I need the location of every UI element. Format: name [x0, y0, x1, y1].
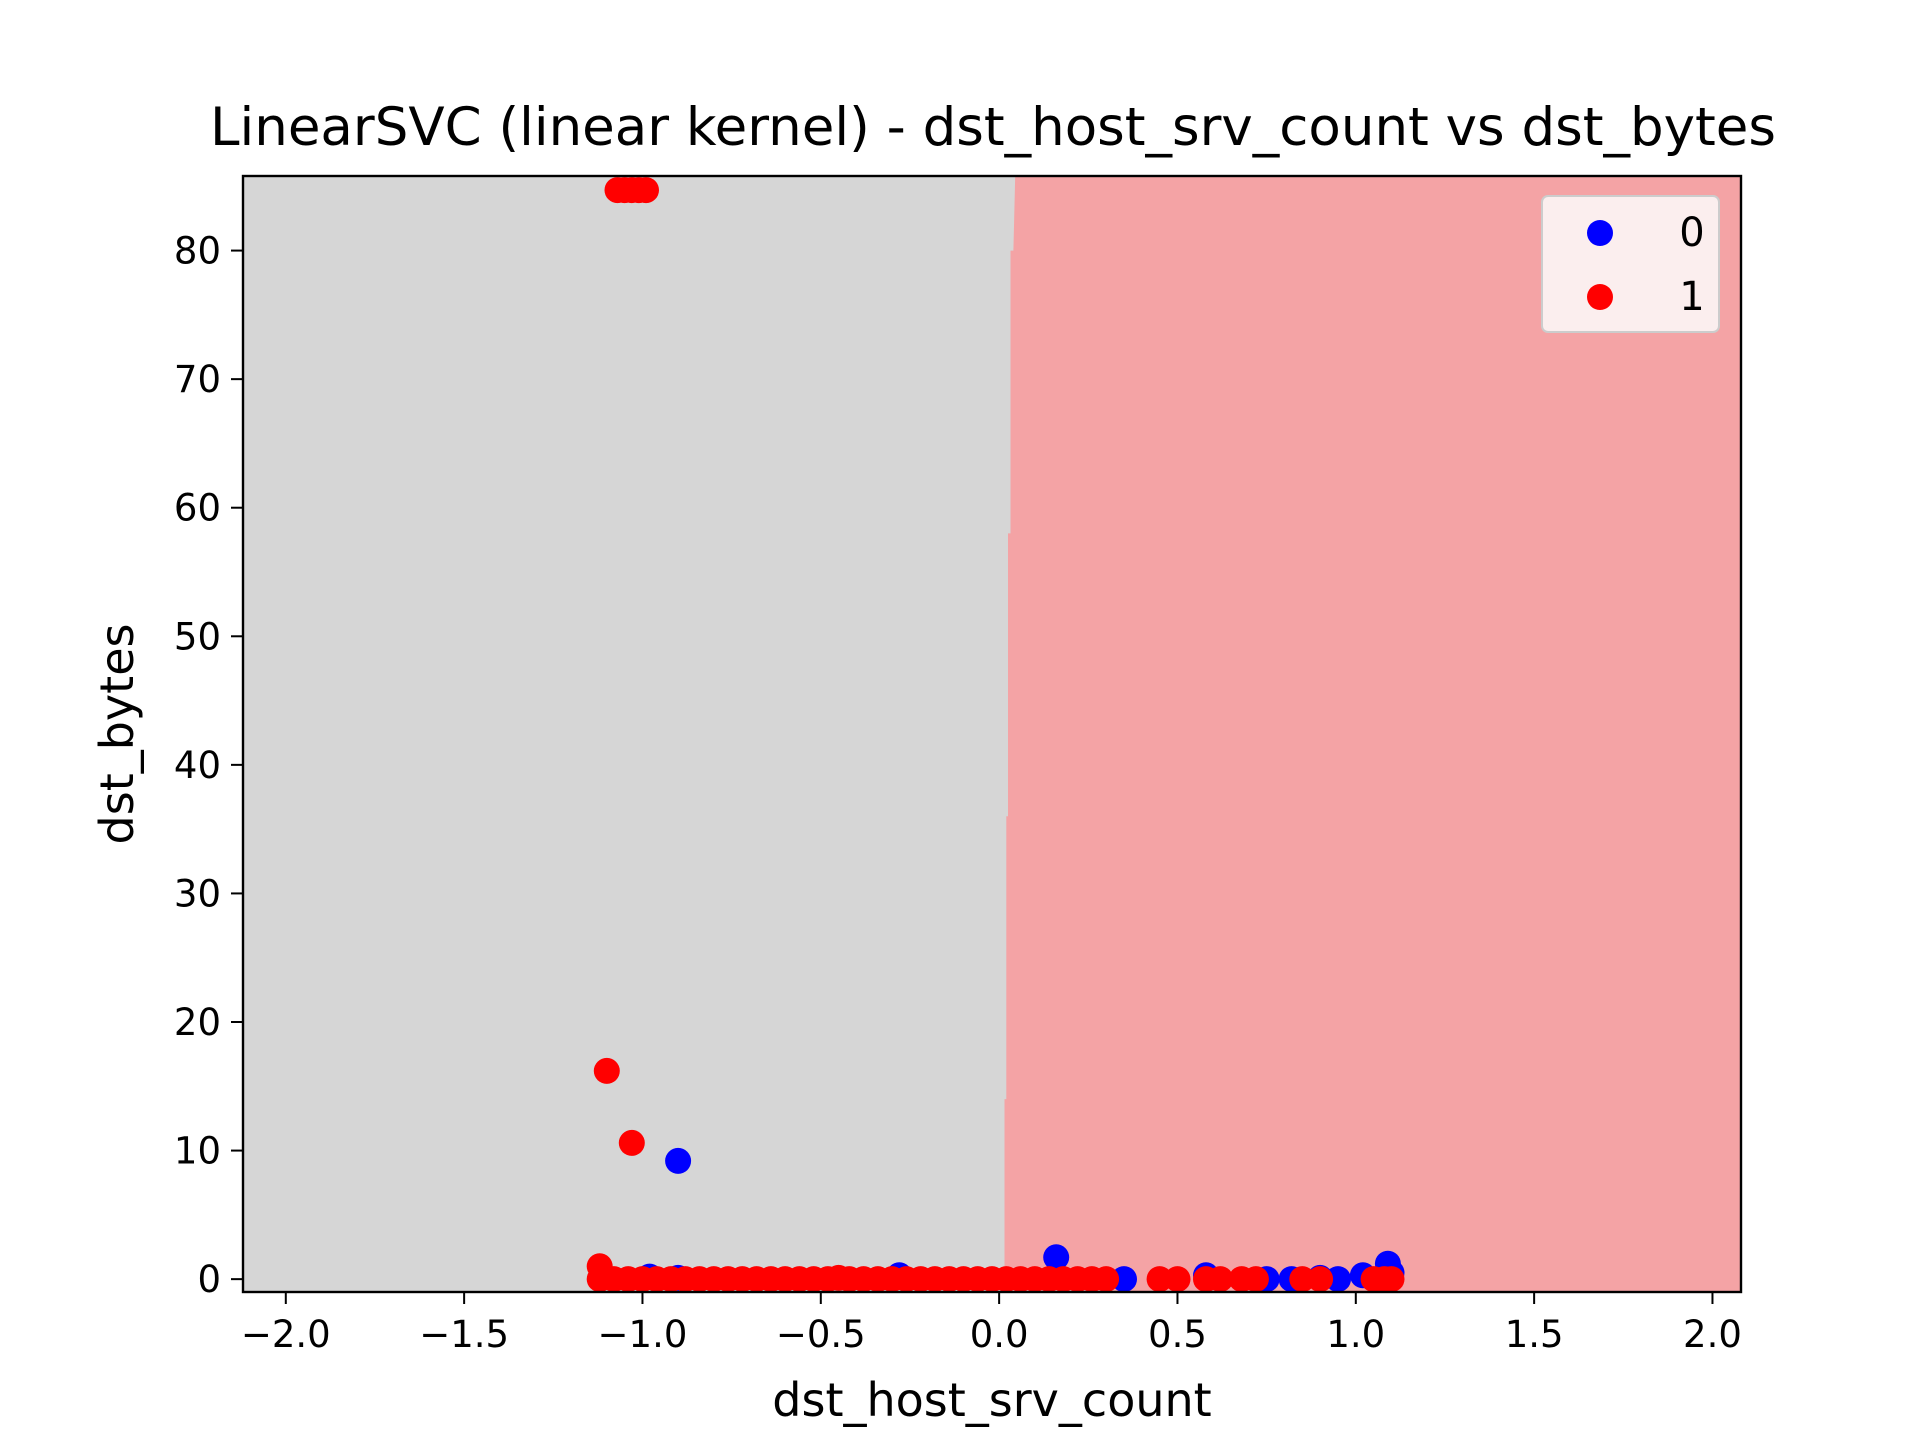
y-tick-label: 60	[174, 487, 221, 530]
y-tick-label: 20	[174, 1001, 221, 1044]
y-tick-label: 0	[197, 1258, 221, 1301]
x-tick-label: −2.0	[241, 1313, 331, 1356]
y-axis: 0 10 20 30 40 50 60 70 80	[174, 230, 243, 1301]
y-tick-label: 10	[174, 1130, 221, 1173]
legend-label-1: 1	[1679, 274, 1704, 320]
x-tick-label: 0.5	[1148, 1313, 1207, 1356]
point-class-1	[1164, 1266, 1191, 1292]
legend-box	[1541, 195, 1720, 333]
point-class-1	[1289, 1266, 1316, 1292]
point-class-1	[1146, 1266, 1173, 1292]
y-tick-label: 70	[174, 358, 221, 401]
y-axis-label: dst_bytes	[90, 624, 144, 845]
legend-marker-0	[1587, 220, 1613, 246]
x-tick-label: −1.0	[598, 1313, 688, 1356]
chart-title: LinearSVC (linear kernel) - dst_host_srv…	[210, 97, 1776, 158]
point-class-1	[1207, 1266, 1234, 1292]
x-tick-label: −0.5	[776, 1313, 866, 1356]
point-class-0	[1111, 1266, 1137, 1292]
x-tick-label: 1.5	[1505, 1313, 1564, 1356]
x-axis-label: dst_host_srv_count	[772, 1373, 1211, 1427]
x-tick-label: 0.0	[970, 1313, 1029, 1356]
point-class-1	[618, 1129, 645, 1156]
point-class-1	[1307, 1266, 1334, 1292]
y-tick-label: 30	[174, 872, 221, 915]
y-tick-label: 50	[174, 615, 221, 658]
point-class-1	[1093, 1266, 1120, 1292]
point-class-1	[633, 177, 659, 204]
x-tick-label: 1.0	[1326, 1313, 1385, 1356]
point-class-0	[1325, 1266, 1351, 1292]
legend-marker-1	[1587, 284, 1613, 310]
points-layer	[586, 177, 1405, 1292]
plot-area	[243, 176, 1741, 1292]
x-axis: −2.0 −1.5 −1.0 −0.5 0.0 0.5 1.0 1.5 2.0	[241, 1292, 1742, 1356]
x-tick-label: 2.0	[1683, 1313, 1742, 1356]
legend: 0 1	[1541, 195, 1720, 333]
point-class-1	[1378, 1266, 1405, 1292]
y-tick-label: 80	[174, 230, 221, 273]
point-class-1	[593, 1057, 620, 1084]
y-tick-label: 40	[174, 744, 221, 787]
x-tick-label: −1.5	[419, 1313, 509, 1356]
legend-label-0: 0	[1679, 210, 1704, 256]
plot-frame	[241, 174, 1743, 1294]
point-class-1	[1242, 1266, 1269, 1292]
class-1-region	[1004, 176, 1741, 1292]
point-class-0	[1043, 1244, 1070, 1271]
point-class-0	[665, 1147, 692, 1174]
